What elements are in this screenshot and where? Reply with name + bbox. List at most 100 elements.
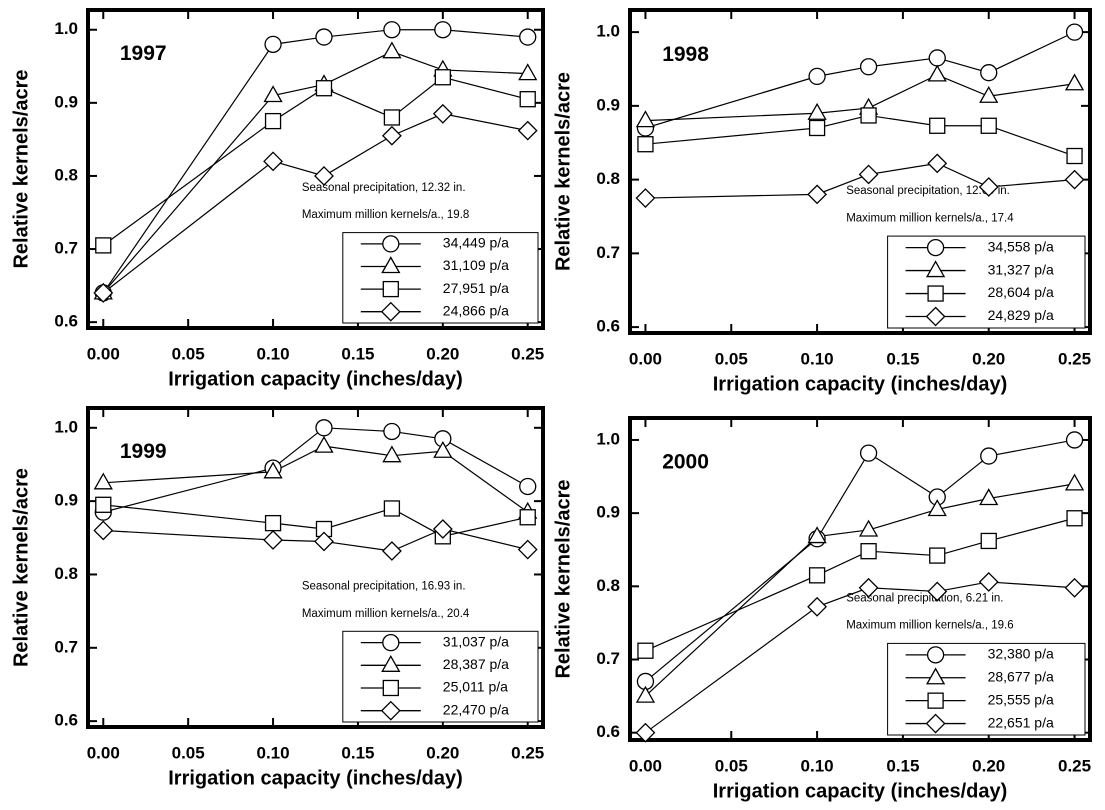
marker xyxy=(314,166,334,186)
marker xyxy=(519,509,536,526)
marker xyxy=(808,67,826,86)
marker xyxy=(637,136,654,153)
legend-label: 27,951 p/a xyxy=(443,280,509,296)
legend-label: 24,866 p/a xyxy=(443,302,509,318)
x-tick-label: 0.10 xyxy=(257,743,290,762)
marker xyxy=(980,117,997,134)
x-tick-label: 0.15 xyxy=(886,756,919,775)
y-tick-label: 0.7 xyxy=(54,239,78,258)
marker xyxy=(807,596,828,617)
marker xyxy=(808,119,826,137)
y-tick-label: 0.8 xyxy=(596,576,620,595)
marker xyxy=(980,447,998,465)
series-line xyxy=(645,517,1075,652)
legend-label: 22,470 p/a xyxy=(443,701,509,717)
marker xyxy=(1065,431,1084,449)
x-axis-label: Irrigation capacity (inches/day) xyxy=(713,780,1008,802)
marker xyxy=(383,422,401,441)
y-tick-label: 0.7 xyxy=(54,637,78,656)
x-tick-label: 0.00 xyxy=(87,743,120,762)
series-line xyxy=(645,31,1075,129)
series-line xyxy=(102,29,528,294)
y-axis-label: Relative kernels/acre xyxy=(10,468,32,667)
series-line xyxy=(102,113,528,294)
x-tick-label: 0.10 xyxy=(801,349,834,368)
series-line xyxy=(645,114,1075,157)
annotation: Seasonal precipitation, 12.32 in. xyxy=(302,182,466,194)
x-tick-label: 0.00 xyxy=(629,349,662,368)
marker xyxy=(980,532,997,550)
x-tick-label: 0.25 xyxy=(1058,756,1091,775)
marker xyxy=(314,435,334,453)
legend-label: 22,651 p/a xyxy=(988,714,1054,730)
marker xyxy=(858,577,879,598)
marker xyxy=(978,177,999,197)
x-tick-label: 0.15 xyxy=(341,743,374,762)
y-tick-label: 0.6 xyxy=(596,317,620,336)
marker xyxy=(1066,147,1083,165)
x-axis-label: Irrigation capacity (inches/day) xyxy=(168,767,463,789)
y-tick-label: 0.8 xyxy=(54,564,78,583)
marker xyxy=(978,572,999,592)
marker xyxy=(517,120,538,141)
marker xyxy=(1064,169,1085,190)
marker xyxy=(635,685,656,703)
series-line xyxy=(645,74,1075,122)
x-tick-label: 0.15 xyxy=(341,344,374,363)
marker xyxy=(315,28,333,46)
marker xyxy=(95,496,112,513)
marker xyxy=(518,63,538,81)
marker xyxy=(858,519,879,537)
marker xyxy=(1064,473,1085,491)
marker xyxy=(979,85,999,103)
marker xyxy=(927,692,944,709)
panel-title: 1999 xyxy=(120,440,167,463)
x-tick-label: 0.00 xyxy=(629,756,662,775)
marker xyxy=(263,85,283,103)
marker xyxy=(1064,73,1085,91)
annotation: Maximum million kernels/a., 19.8 xyxy=(302,209,469,221)
legend-label: 25,555 p/a xyxy=(988,691,1054,707)
marker xyxy=(928,49,946,67)
x-tick-label: 0.20 xyxy=(426,344,459,363)
marker xyxy=(927,285,944,302)
marker xyxy=(925,713,946,734)
x-tick-label: 0.05 xyxy=(715,756,748,775)
marker xyxy=(1065,23,1084,41)
marker xyxy=(635,188,656,208)
marker xyxy=(1064,577,1085,598)
y-axis-label: Relative kernels/acre xyxy=(552,72,574,271)
series-line xyxy=(102,51,528,294)
marker xyxy=(264,35,282,54)
marker xyxy=(315,419,333,437)
marker xyxy=(383,109,401,126)
y-tick-label: 0.7 xyxy=(596,649,620,668)
panel-title: 1998 xyxy=(662,43,709,66)
marker xyxy=(519,477,537,496)
legend-label: 31,327 p/a xyxy=(988,261,1054,277)
annotation: Seasonal precipitation, 6.21 in. xyxy=(846,592,1003,604)
marker xyxy=(434,21,452,39)
y-tick-label: 0.9 xyxy=(54,92,78,111)
marker xyxy=(380,301,401,322)
series-line xyxy=(645,483,1075,697)
x-tick-label: 0.20 xyxy=(972,756,1005,775)
y-axis-label: Relative kernels/acre xyxy=(552,479,574,678)
marker xyxy=(926,238,945,257)
y-tick-label: 0.6 xyxy=(54,711,78,730)
y-tick-label: 0.9 xyxy=(596,95,620,114)
marker xyxy=(432,103,453,124)
marker xyxy=(383,500,401,517)
marker xyxy=(381,125,402,146)
marker xyxy=(93,472,113,490)
marker xyxy=(808,567,826,584)
marker xyxy=(263,530,283,550)
legend-label: 31,037 p/a xyxy=(443,633,509,649)
marker xyxy=(929,117,946,134)
marker xyxy=(858,164,879,185)
marker xyxy=(927,499,947,517)
plot-frame xyxy=(628,416,1092,742)
x-tick-label: 0.25 xyxy=(1058,349,1091,368)
legend-label: 24,829 p/a xyxy=(988,307,1054,323)
